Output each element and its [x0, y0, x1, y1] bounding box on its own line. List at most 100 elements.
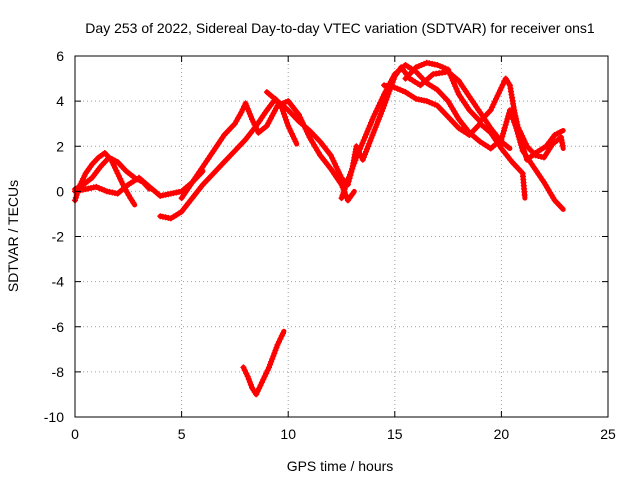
data-point — [263, 374, 267, 378]
data-point — [418, 83, 422, 87]
data-point — [128, 196, 132, 200]
data-point — [457, 79, 461, 83]
data-point — [446, 115, 450, 119]
data-point — [403, 90, 407, 94]
data-point — [431, 72, 435, 76]
data-point — [467, 133, 471, 137]
data-point — [414, 65, 418, 69]
data-point — [233, 122, 237, 126]
series-track-e — [178, 98, 357, 204]
y-tick-label: -8 — [52, 364, 65, 380]
data-point — [523, 196, 527, 200]
data-point — [340, 176, 343, 180]
data-point — [250, 117, 254, 121]
data-point — [318, 140, 322, 144]
data-point — [531, 165, 535, 169]
data-point — [222, 133, 226, 137]
data-point — [94, 185, 98, 189]
data-point — [559, 135, 563, 139]
series-track-i — [381, 82, 528, 201]
data-point — [393, 72, 397, 76]
data-point — [222, 160, 226, 164]
data-point — [340, 196, 343, 200]
data-point — [84, 171, 88, 175]
data-point — [512, 108, 516, 112]
data-point — [516, 126, 520, 130]
data-point — [239, 110, 243, 114]
data-point — [201, 183, 205, 187]
data-point — [126, 183, 130, 187]
data-point — [308, 128, 312, 132]
data-point — [561, 128, 565, 132]
data-point — [340, 183, 343, 187]
data-point — [544, 144, 548, 148]
data-point — [265, 90, 269, 94]
data-point — [446, 68, 450, 72]
data-point — [329, 167, 333, 171]
series-layer — [72, 59, 566, 398]
data-point — [318, 153, 322, 157]
x-tick-label: 25 — [600, 426, 616, 442]
data-point — [180, 189, 184, 193]
data-point — [116, 192, 120, 196]
data-point — [133, 203, 137, 207]
data-point — [295, 142, 299, 146]
data-point — [233, 149, 237, 153]
data-point — [169, 192, 173, 196]
data-point — [542, 180, 546, 184]
data-point — [256, 131, 260, 135]
data-point — [124, 169, 128, 173]
data-point — [425, 61, 429, 65]
data-point — [489, 108, 493, 112]
data-point — [508, 83, 512, 87]
data-point — [169, 216, 173, 220]
data-point — [553, 198, 557, 202]
series-track-k — [240, 328, 287, 398]
x-tick-label: 5 — [178, 426, 186, 442]
data-point — [286, 124, 290, 128]
y-tick-label: -4 — [52, 274, 65, 290]
y-axis-label: SDTVAR / TECUs — [5, 180, 21, 292]
data-point — [254, 392, 258, 396]
data-point — [521, 171, 525, 175]
data-point — [489, 147, 493, 151]
data-point — [457, 92, 461, 96]
tick-layer: 0 5 10 15 20 25 -10 -8 -6 -4 -2 0 2 4 6 — [44, 48, 616, 442]
y-tick-label: 2 — [56, 138, 64, 154]
data-point — [137, 176, 141, 180]
data-point — [201, 165, 205, 169]
x-tick-label: 10 — [280, 426, 296, 442]
grid-layer — [75, 56, 608, 417]
data-point — [212, 171, 216, 175]
data-point — [403, 63, 407, 67]
data-point — [382, 92, 386, 96]
data-point — [525, 144, 529, 148]
data-point — [354, 144, 358, 148]
data-point — [363, 135, 367, 139]
data-point — [534, 153, 538, 157]
data-point — [276, 343, 280, 347]
data-point — [271, 354, 275, 358]
data-point — [158, 194, 162, 198]
data-point — [158, 214, 162, 218]
data-point — [308, 135, 312, 139]
data-point — [267, 365, 271, 369]
data-point — [276, 99, 280, 103]
y-tick-label: -10 — [44, 409, 64, 425]
data-point — [435, 63, 439, 67]
data-point — [286, 108, 290, 112]
data-point — [467, 108, 471, 112]
data-point — [99, 165, 103, 169]
data-point — [425, 99, 429, 103]
data-point — [499, 147, 503, 151]
data-point — [90, 176, 94, 180]
y-tick-label: 4 — [56, 93, 64, 109]
y-tick-label: -2 — [52, 229, 65, 245]
data-point — [286, 99, 290, 103]
data-point — [105, 189, 109, 193]
data-point — [478, 122, 482, 126]
data-point — [148, 185, 152, 189]
data-point — [107, 156, 111, 160]
data-point — [508, 108, 512, 112]
